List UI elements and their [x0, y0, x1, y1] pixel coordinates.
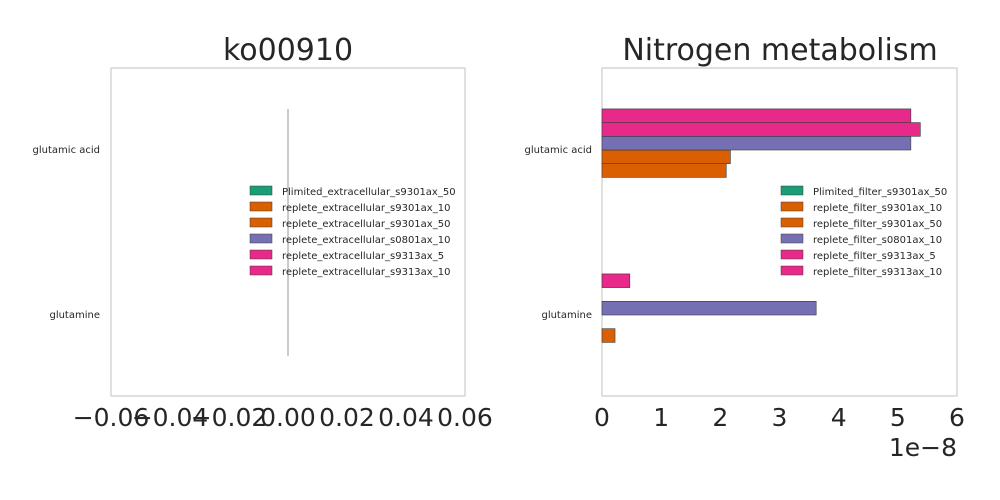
legend-label: replete_extracellular_s9301ax_50 [282, 219, 450, 230]
legend-swatch [249, 185, 273, 196]
x-tick-label: 0.02 [319, 403, 375, 432]
x-tick-labels: −0.06−0.04−0.020.00 0.02 0.04 0.06 [73, 403, 493, 432]
legend-swatch [249, 201, 273, 212]
x-tick-label: −0.04 [132, 403, 209, 432]
x-tick-label: −0.02 [191, 403, 268, 432]
legend-swatch [249, 265, 273, 276]
category-labels: glutamic acid glutamine [33, 145, 100, 321]
x-tick-label: 1 [653, 403, 669, 432]
chart-nitrogen-metabolism: Nitrogen metabolism glutamic acidglutami… [525, 33, 965, 462]
legend-swatch [780, 201, 804, 212]
legend-swatch [249, 217, 273, 228]
x-tick-label: 5 [890, 403, 906, 432]
bar [601, 328, 616, 343]
legend-label: replete_filter_s9301ax_50 [813, 219, 942, 230]
x-tick-label: 0.00 [260, 403, 316, 432]
legend-swatch [780, 265, 804, 276]
legend-label: replete_extracellular_s9313ax_10 [282, 267, 450, 278]
legend-label: replete_extracellular_s9313ax_5 [282, 251, 444, 262]
category-label: glutamic acid [33, 145, 100, 156]
x-tick-label: 4 [831, 403, 847, 432]
legend-label: replete_filter_s9301ax_10 [813, 203, 942, 214]
x-tick-label: 6 [949, 403, 965, 432]
bar [601, 300, 817, 316]
plot-frame [601, 67, 958, 397]
legend-label: replete_filter_s9313ax_5 [813, 251, 936, 262]
bar [601, 273, 631, 288]
legend-swatch [249, 249, 273, 260]
bar [601, 108, 912, 123]
bar [601, 136, 912, 151]
legend-label: Plimited_filter_s9301ax_50 [813, 187, 947, 198]
legend-label: replete_extracellular_s9301ax_10 [282, 203, 450, 214]
plot-frame [110, 67, 466, 397]
category-label: glutamine [541, 310, 592, 321]
x-tick-label: 0 [594, 403, 610, 432]
legend-swatch [780, 185, 804, 196]
category-label: glutamine [49, 310, 100, 321]
legend-label: replete_filter_s0801ax_10 [813, 235, 942, 246]
chart-title: Nitrogen metabolism [622, 33, 937, 68]
x-scale-label: 1e−8 [889, 433, 957, 462]
legend-swatch [249, 233, 273, 244]
legend-swatch [780, 217, 804, 228]
legend: Plimited_filter_s9301ax_50 replete_filter… [780, 185, 947, 278]
legend-label: replete_filter_s9313ax_10 [813, 267, 942, 278]
chart-title: ko00910 [223, 33, 353, 68]
x-tick-label: −0.06 [73, 403, 150, 432]
category-label: glutamic acid [525, 145, 592, 156]
bar [601, 149, 731, 164]
x-tick-label: 0.04 [378, 403, 434, 432]
x-tick-label: 0.06 [437, 403, 493, 432]
x-tick-labels: 0 1 2 3 4 5 6 [594, 403, 965, 432]
legend-swatch [780, 233, 804, 244]
bar [601, 122, 921, 137]
legend-label: Plimited_extracellular_s9301ax_50 [282, 187, 456, 198]
legend-label: replete_extracellular_s0801ax_10 [282, 235, 450, 246]
legend-swatch [780, 249, 804, 260]
bar-group [601, 108, 921, 343]
bar [601, 163, 727, 178]
x-tick-label: 3 [772, 403, 788, 432]
category-labels: glutamic acid glutamine [525, 145, 592, 321]
x-tick-label: 2 [712, 403, 728, 432]
legend: Plimited_extracellular_s9301ax_50replete… [249, 185, 456, 278]
